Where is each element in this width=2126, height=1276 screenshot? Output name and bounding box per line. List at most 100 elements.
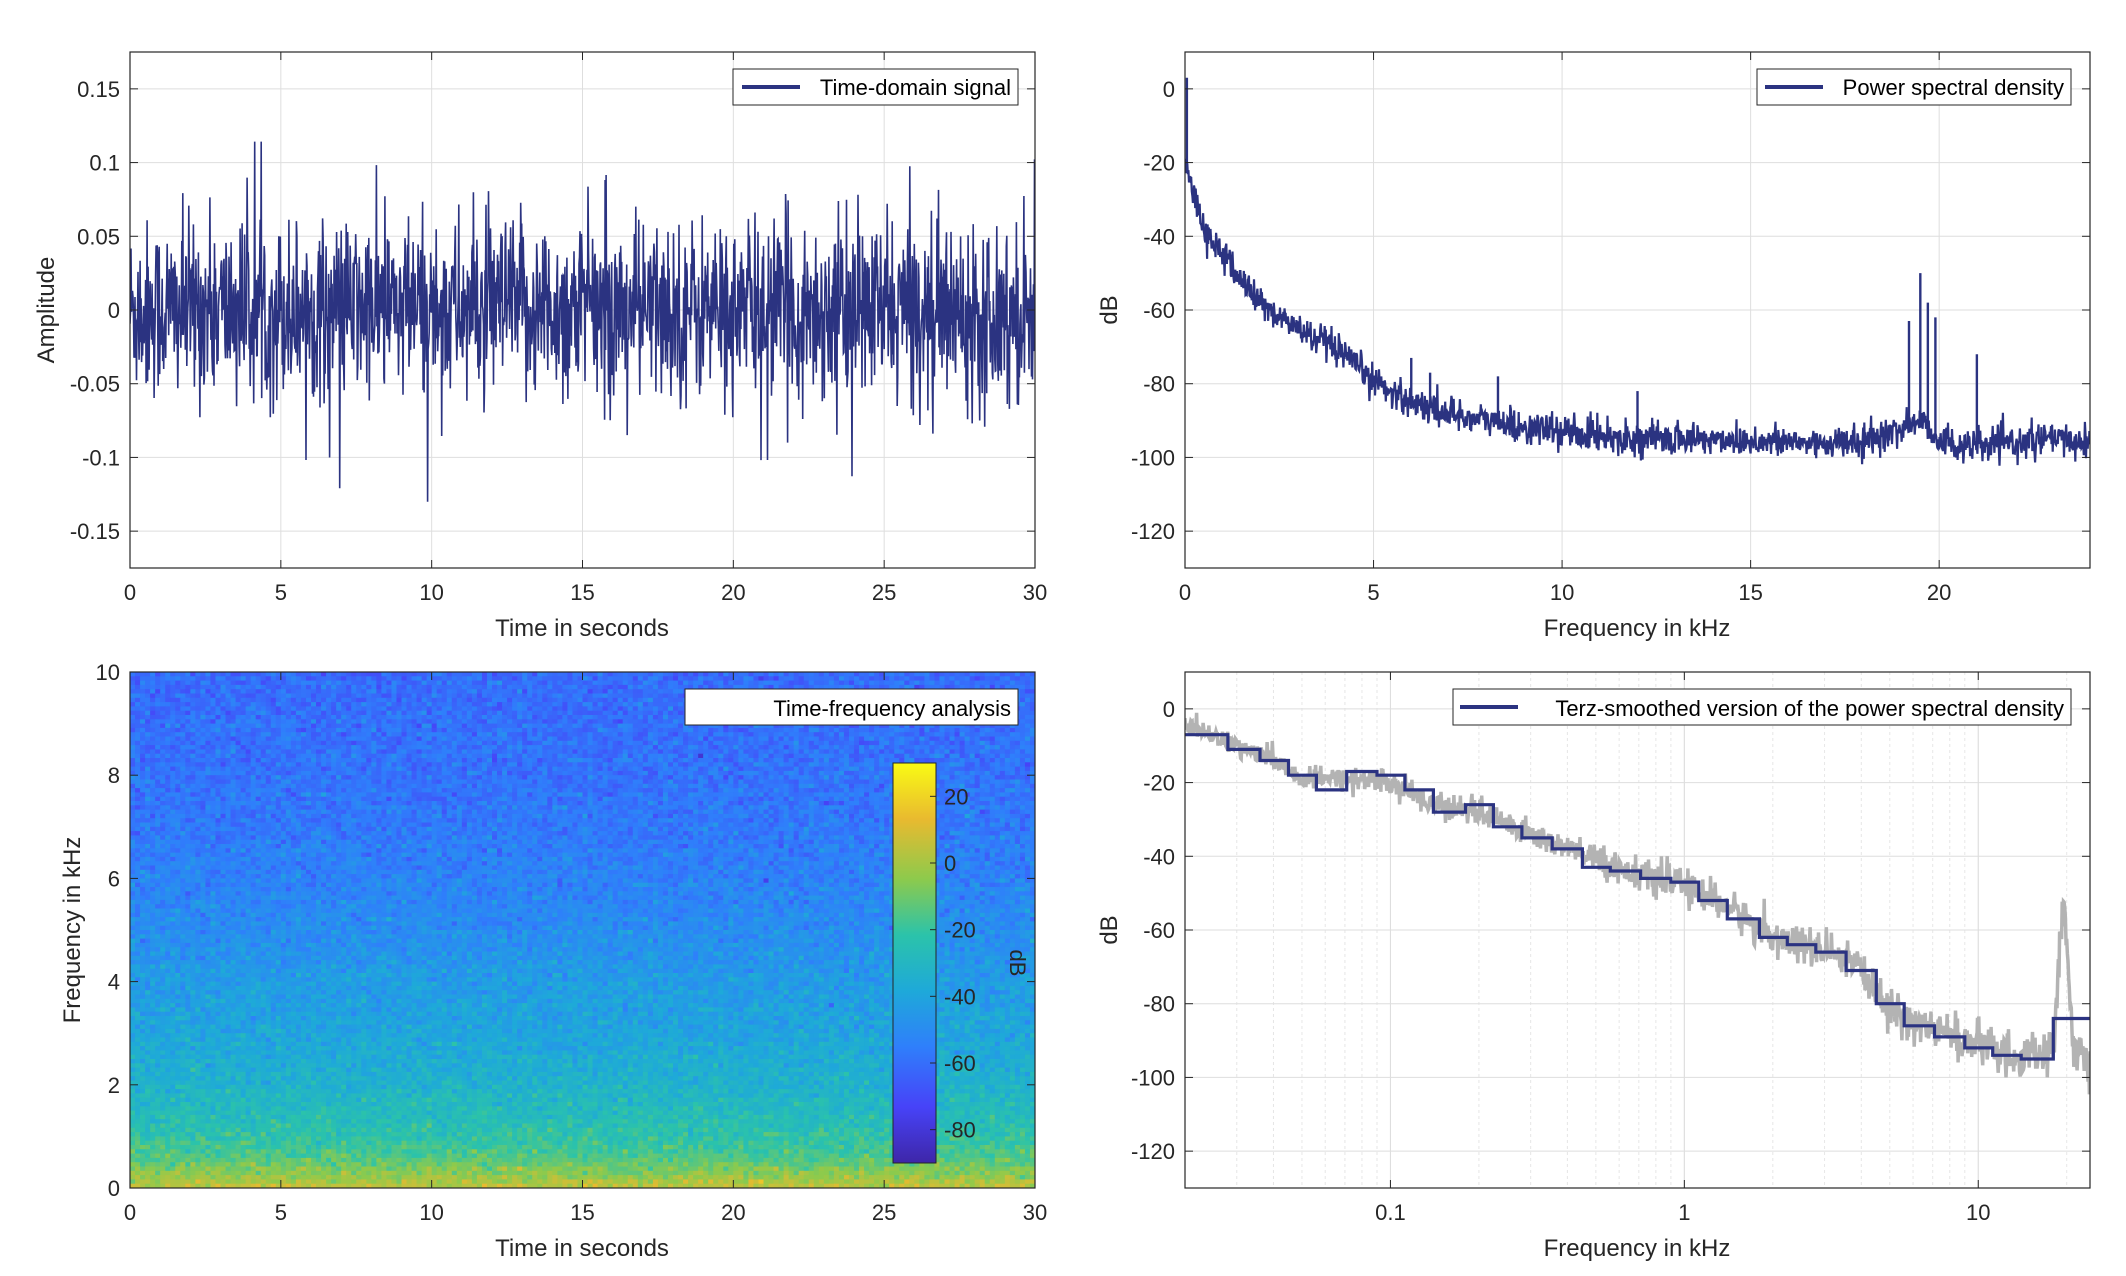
heatmap-cell bbox=[764, 767, 770, 772]
heatmap-cell bbox=[668, 719, 674, 724]
heatmap-cell bbox=[1020, 685, 1026, 690]
heatmap-cell bbox=[567, 771, 573, 776]
heatmap-cell bbox=[774, 771, 780, 776]
heatmap-cell bbox=[261, 767, 267, 772]
heatmap-cell bbox=[753, 780, 759, 785]
heatmap-cell bbox=[447, 749, 453, 754]
heatmap-cell bbox=[462, 672, 468, 677]
heatmap-cell bbox=[567, 672, 573, 677]
heatmap-cell bbox=[477, 758, 483, 763]
heatmap-cell bbox=[457, 711, 463, 716]
heatmap-cell bbox=[713, 771, 719, 776]
heatmap-cell bbox=[502, 728, 508, 733]
heatmap-cell bbox=[301, 681, 307, 686]
heatmap-cell bbox=[276, 706, 282, 711]
heatmap-cell bbox=[567, 719, 573, 724]
heatmap-cell bbox=[371, 775, 377, 780]
heatmap-cell bbox=[311, 694, 317, 699]
heatmap-cell bbox=[950, 676, 956, 681]
heatmap-cell bbox=[427, 728, 433, 733]
heatmap-cell bbox=[391, 719, 397, 724]
heatmap-cell bbox=[210, 762, 216, 767]
heatmap-cell bbox=[437, 775, 443, 780]
heatmap-cell bbox=[371, 784, 377, 789]
heatmap-cell bbox=[195, 749, 201, 754]
heatmap-cell bbox=[331, 676, 337, 681]
heatmap-cell bbox=[512, 685, 518, 690]
heatmap-cell bbox=[190, 724, 196, 729]
heatmap-cell bbox=[195, 719, 201, 724]
heatmap-cell bbox=[723, 754, 729, 759]
heatmap-cell bbox=[613, 698, 619, 703]
heatmap-cell bbox=[512, 719, 518, 724]
heatmap-cell bbox=[271, 724, 277, 729]
heatmap-cell bbox=[391, 741, 397, 746]
heatmap-cell bbox=[321, 745, 327, 750]
heatmap-cell bbox=[547, 745, 553, 750]
heatmap-cell bbox=[698, 780, 704, 785]
heatmap-cell bbox=[210, 689, 216, 694]
heatmap-cell bbox=[180, 780, 186, 785]
heatmap-cell bbox=[296, 771, 302, 776]
heatmap-cell bbox=[829, 775, 835, 780]
heatmap-cell bbox=[321, 719, 327, 724]
heatmap-cell bbox=[376, 737, 382, 742]
heatmap-cell bbox=[723, 784, 729, 789]
heatmap-cell bbox=[894, 676, 900, 681]
heatmap-cell bbox=[175, 732, 181, 737]
heatmap-cell bbox=[316, 685, 322, 690]
heatmap-cell bbox=[331, 775, 337, 780]
heatmap-cell bbox=[698, 754, 704, 759]
heatmap-cell bbox=[386, 749, 392, 754]
heatmap-cell bbox=[794, 775, 800, 780]
heatmap-cell bbox=[688, 728, 694, 733]
heatmap-cell bbox=[487, 741, 493, 746]
heatmap-cell bbox=[738, 745, 744, 750]
heatmap-cell bbox=[653, 728, 659, 733]
heatmap-cell bbox=[924, 754, 930, 759]
heatmap-cell bbox=[1020, 767, 1026, 772]
heatmap-cell bbox=[774, 681, 780, 686]
heatmap-cell bbox=[170, 771, 176, 776]
heatmap-cell bbox=[396, 732, 402, 737]
heatmap-cell bbox=[381, 784, 387, 789]
heatmap-cell bbox=[764, 672, 770, 677]
heatmap-cell bbox=[261, 689, 267, 694]
heatmap-cell bbox=[562, 775, 568, 780]
heatmap-cell bbox=[743, 728, 749, 733]
heatmap-cell bbox=[934, 745, 940, 750]
heatmap-cell bbox=[246, 681, 252, 686]
heatmap-cell bbox=[613, 685, 619, 690]
heatmap-cell bbox=[753, 728, 759, 733]
heatmap-cell bbox=[804, 771, 810, 776]
heatmap-cell bbox=[608, 758, 614, 763]
heatmap-cell bbox=[170, 728, 176, 733]
heatmap-cell bbox=[889, 737, 895, 742]
heatmap-cell bbox=[381, 758, 387, 763]
heatmap-cell bbox=[150, 724, 156, 729]
heatmap-cell bbox=[864, 741, 870, 746]
heatmap-cell bbox=[241, 698, 247, 703]
heatmap-cell bbox=[447, 762, 453, 767]
heatmap-cell bbox=[477, 737, 483, 742]
heatmap-cell bbox=[205, 694, 211, 699]
heatmap-cell bbox=[542, 732, 548, 737]
heatmap-cell bbox=[577, 681, 583, 686]
heatmap-cell bbox=[487, 681, 493, 686]
heatmap-cell bbox=[316, 672, 322, 677]
heatmap-cell bbox=[281, 741, 287, 746]
heatmap-cell bbox=[447, 767, 453, 772]
heatmap-cell bbox=[588, 694, 594, 699]
heatmap-cell bbox=[316, 758, 322, 763]
heatmap-cell bbox=[366, 702, 372, 707]
heatmap-cell bbox=[1020, 741, 1026, 746]
heatmap-cell bbox=[497, 762, 503, 767]
heatmap-cell bbox=[170, 706, 176, 711]
heatmap-cell bbox=[718, 737, 724, 742]
heatmap-cell bbox=[281, 689, 287, 694]
heatmap-cell bbox=[205, 689, 211, 694]
heatmap-cell bbox=[537, 762, 543, 767]
heatmap-cell bbox=[205, 732, 211, 737]
heatmap-cell bbox=[422, 711, 428, 716]
heatmap-cell bbox=[527, 676, 533, 681]
